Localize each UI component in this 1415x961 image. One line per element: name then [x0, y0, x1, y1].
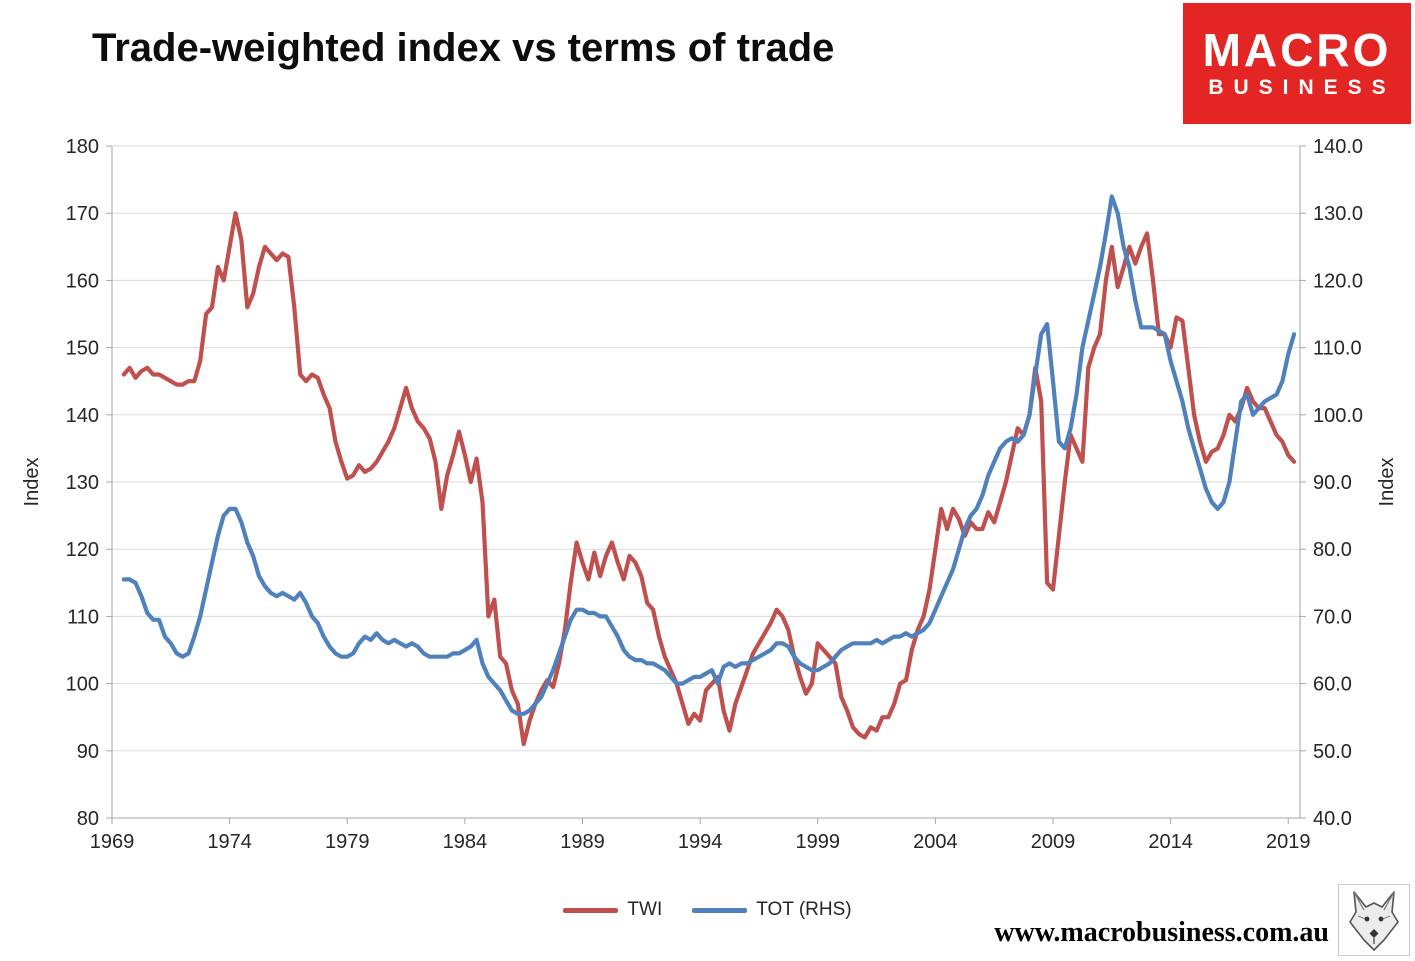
svg-text:140: 140: [66, 405, 99, 427]
svg-text:60.0: 60.0: [1313, 674, 1352, 696]
svg-text:1969: 1969: [90, 831, 135, 853]
svg-text:1984: 1984: [443, 831, 488, 853]
macrobusiness-logo: MACRO BUSINESS: [1183, 3, 1411, 124]
svg-text:1979: 1979: [325, 831, 370, 853]
svg-text:110: 110: [67, 606, 99, 628]
logo-text-business: BUSINESS: [1208, 76, 1396, 99]
chart-legend: TWI TOT (RHS): [0, 899, 1415, 921]
svg-text:160: 160: [66, 270, 99, 292]
svg-text:2019: 2019: [1266, 831, 1311, 853]
svg-text:2004: 2004: [913, 831, 958, 853]
chart-title: Trade-weighted index vs terms of trade: [92, 26, 835, 70]
svg-text:120: 120: [66, 539, 99, 561]
website-url: www.macrobusiness.com.au: [994, 917, 1329, 948]
svg-text:80: 80: [77, 808, 99, 830]
svg-text:1974: 1974: [207, 831, 252, 853]
svg-text:Index: Index: [21, 458, 43, 507]
svg-text:2014: 2014: [1148, 831, 1193, 853]
svg-text:110.0: 110.0: [1313, 338, 1362, 360]
svg-text:Index: Index: [1376, 458, 1398, 507]
svg-text:70.0: 70.0: [1313, 606, 1352, 628]
svg-text:1989: 1989: [560, 831, 605, 853]
svg-text:100.0: 100.0: [1313, 405, 1363, 427]
logo-text-macro: MACRO: [1202, 23, 1392, 76]
svg-text:80.0: 80.0: [1313, 539, 1352, 561]
svg-text:2009: 2009: [1031, 831, 1076, 853]
svg-text:130: 130: [66, 472, 99, 494]
legend-item-tot: TOT (RHS): [692, 899, 852, 921]
svg-text:180: 180: [66, 136, 99, 158]
wolf-logo-icon: [1338, 884, 1410, 956]
svg-text:130.0: 130.0: [1313, 203, 1363, 225]
svg-text:150: 150: [66, 338, 99, 360]
twi-line-swatch: [563, 907, 619, 913]
svg-text:90.0: 90.0: [1313, 472, 1352, 494]
tot-line-swatch: [692, 907, 748, 913]
legend-label-twi: TWI: [627, 899, 663, 920]
svg-text:170: 170: [66, 203, 99, 225]
svg-text:1994: 1994: [678, 831, 723, 853]
legend-item-twi: TWI: [563, 899, 662, 921]
svg-text:1999: 1999: [795, 831, 840, 853]
legend-label-tot: TOT (RHS): [756, 899, 852, 920]
svg-text:50.0: 50.0: [1313, 741, 1352, 763]
svg-text:140.0: 140.0: [1313, 136, 1363, 158]
svg-text:100: 100: [66, 674, 99, 696]
svg-text:90: 90: [77, 741, 99, 763]
svg-text:40.0: 40.0: [1313, 808, 1352, 830]
svg-text:120.0: 120.0: [1313, 270, 1363, 292]
